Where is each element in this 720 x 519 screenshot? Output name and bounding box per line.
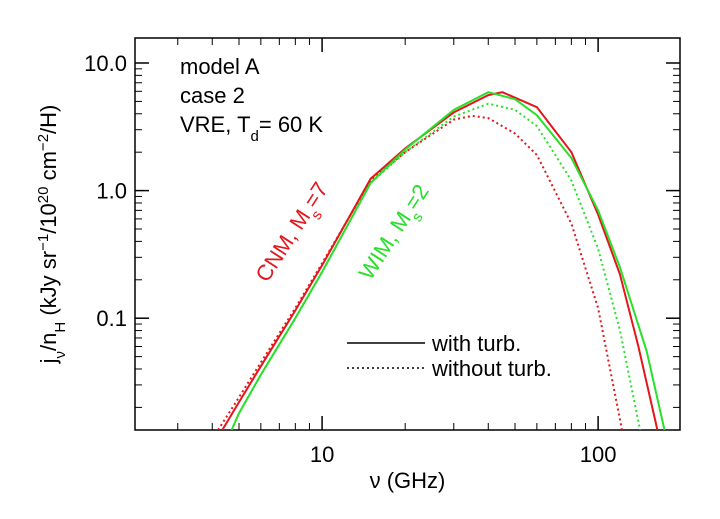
info-text-part: = 60 K bbox=[259, 112, 324, 137]
y-axis-label-part: (kJy sr bbox=[36, 251, 61, 322]
curve-label-part: =2 bbox=[399, 180, 434, 215]
info-text-part: VRE, T bbox=[180, 112, 251, 137]
curve-label-part: WIM, M bbox=[354, 207, 416, 284]
y-axis-label: jν/nH (kJy sr−1/1020 cm−2/H) bbox=[35, 105, 69, 365]
x-axis-label: ν (GHz) bbox=[370, 468, 446, 493]
y-axis-label-part: /n bbox=[36, 333, 61, 351]
y-tick-label: 10.0 bbox=[84, 51, 127, 76]
y-axis-label-part: H bbox=[52, 322, 69, 333]
y-axis-label-part: −1 bbox=[35, 234, 52, 251]
y-tick-label: 0.1 bbox=[96, 306, 127, 331]
y-axis-label-part: −2 bbox=[35, 134, 52, 151]
x-tick-label: 100 bbox=[580, 442, 617, 467]
y-axis-label-part: cm bbox=[36, 151, 61, 186]
plot-frame bbox=[134, 37, 681, 431]
info-text: VRE, Td= 60 K bbox=[180, 112, 323, 145]
y-axis-label-part: ν bbox=[52, 351, 69, 359]
series-line bbox=[230, 102, 642, 430]
y-axis-label-part: j bbox=[36, 358, 61, 364]
info-text: case 2 bbox=[180, 83, 245, 108]
y-tick-label: 1.0 bbox=[96, 179, 127, 204]
x-tick-label: 10 bbox=[310, 442, 334, 467]
curve-label-part: CNM, M bbox=[250, 205, 315, 286]
legend-label: without turb. bbox=[431, 356, 552, 381]
y-axis-label-part: 20 bbox=[35, 187, 52, 204]
series-line bbox=[221, 91, 659, 430]
y-axis-label-part: /H) bbox=[36, 105, 61, 134]
info-text-part: case 2 bbox=[180, 83, 245, 108]
x-axis-label-part: ν (GHz) bbox=[370, 468, 446, 493]
info-text: model A bbox=[180, 54, 260, 79]
curve-label: CNM, Ms=7 bbox=[250, 178, 339, 291]
y-axis-label-part: /10 bbox=[36, 203, 61, 234]
curve-label: WIM, Ms=2 bbox=[354, 180, 440, 289]
legend-label: with turb. bbox=[431, 331, 521, 356]
curve-label-part: =7 bbox=[298, 178, 333, 213]
info-text-part: model A bbox=[180, 54, 260, 79]
info-text-part: d bbox=[251, 128, 259, 145]
series-line bbox=[217, 114, 623, 430]
